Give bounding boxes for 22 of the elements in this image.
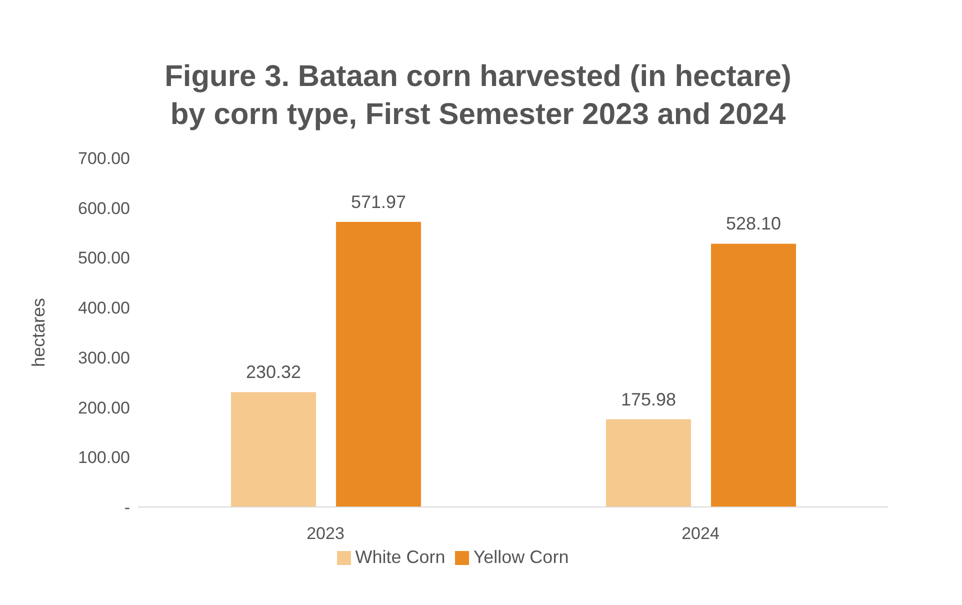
x-tick-label: 2023 [306, 524, 344, 544]
y-tick-label: 300.00 [78, 348, 130, 368]
y-tick-label: 400.00 [78, 298, 130, 318]
legend-label: White Corn [355, 547, 446, 567]
legend-label: Yellow Corn [473, 547, 569, 567]
chart-title: Figure 3. Bataan corn harvested (in hectare) by corn type, First Semester 2023 and 2024 [164, 59, 792, 133]
x-tick-label: 2024 [682, 524, 720, 544]
y-tick-label: 100.00 [78, 448, 130, 468]
y-tick-label: 600.00 [78, 198, 130, 218]
y-tick-label: 700.00 [78, 149, 130, 168]
y-tick-label: 200.00 [78, 398, 130, 418]
bar [711, 244, 796, 507]
y-tick-label: - [124, 498, 130, 518]
bar [231, 392, 316, 507]
data-label: 571.97 [350, 192, 406, 212]
data-label: 528.10 [726, 214, 782, 234]
data-label: 230.32 [246, 362, 302, 382]
y-axis-title: hectares [28, 298, 48, 368]
bar [606, 419, 691, 507]
data-label: 175.98 [620, 389, 676, 410]
y-tick-label: 500.00 [78, 248, 130, 268]
bar [336, 222, 421, 507]
